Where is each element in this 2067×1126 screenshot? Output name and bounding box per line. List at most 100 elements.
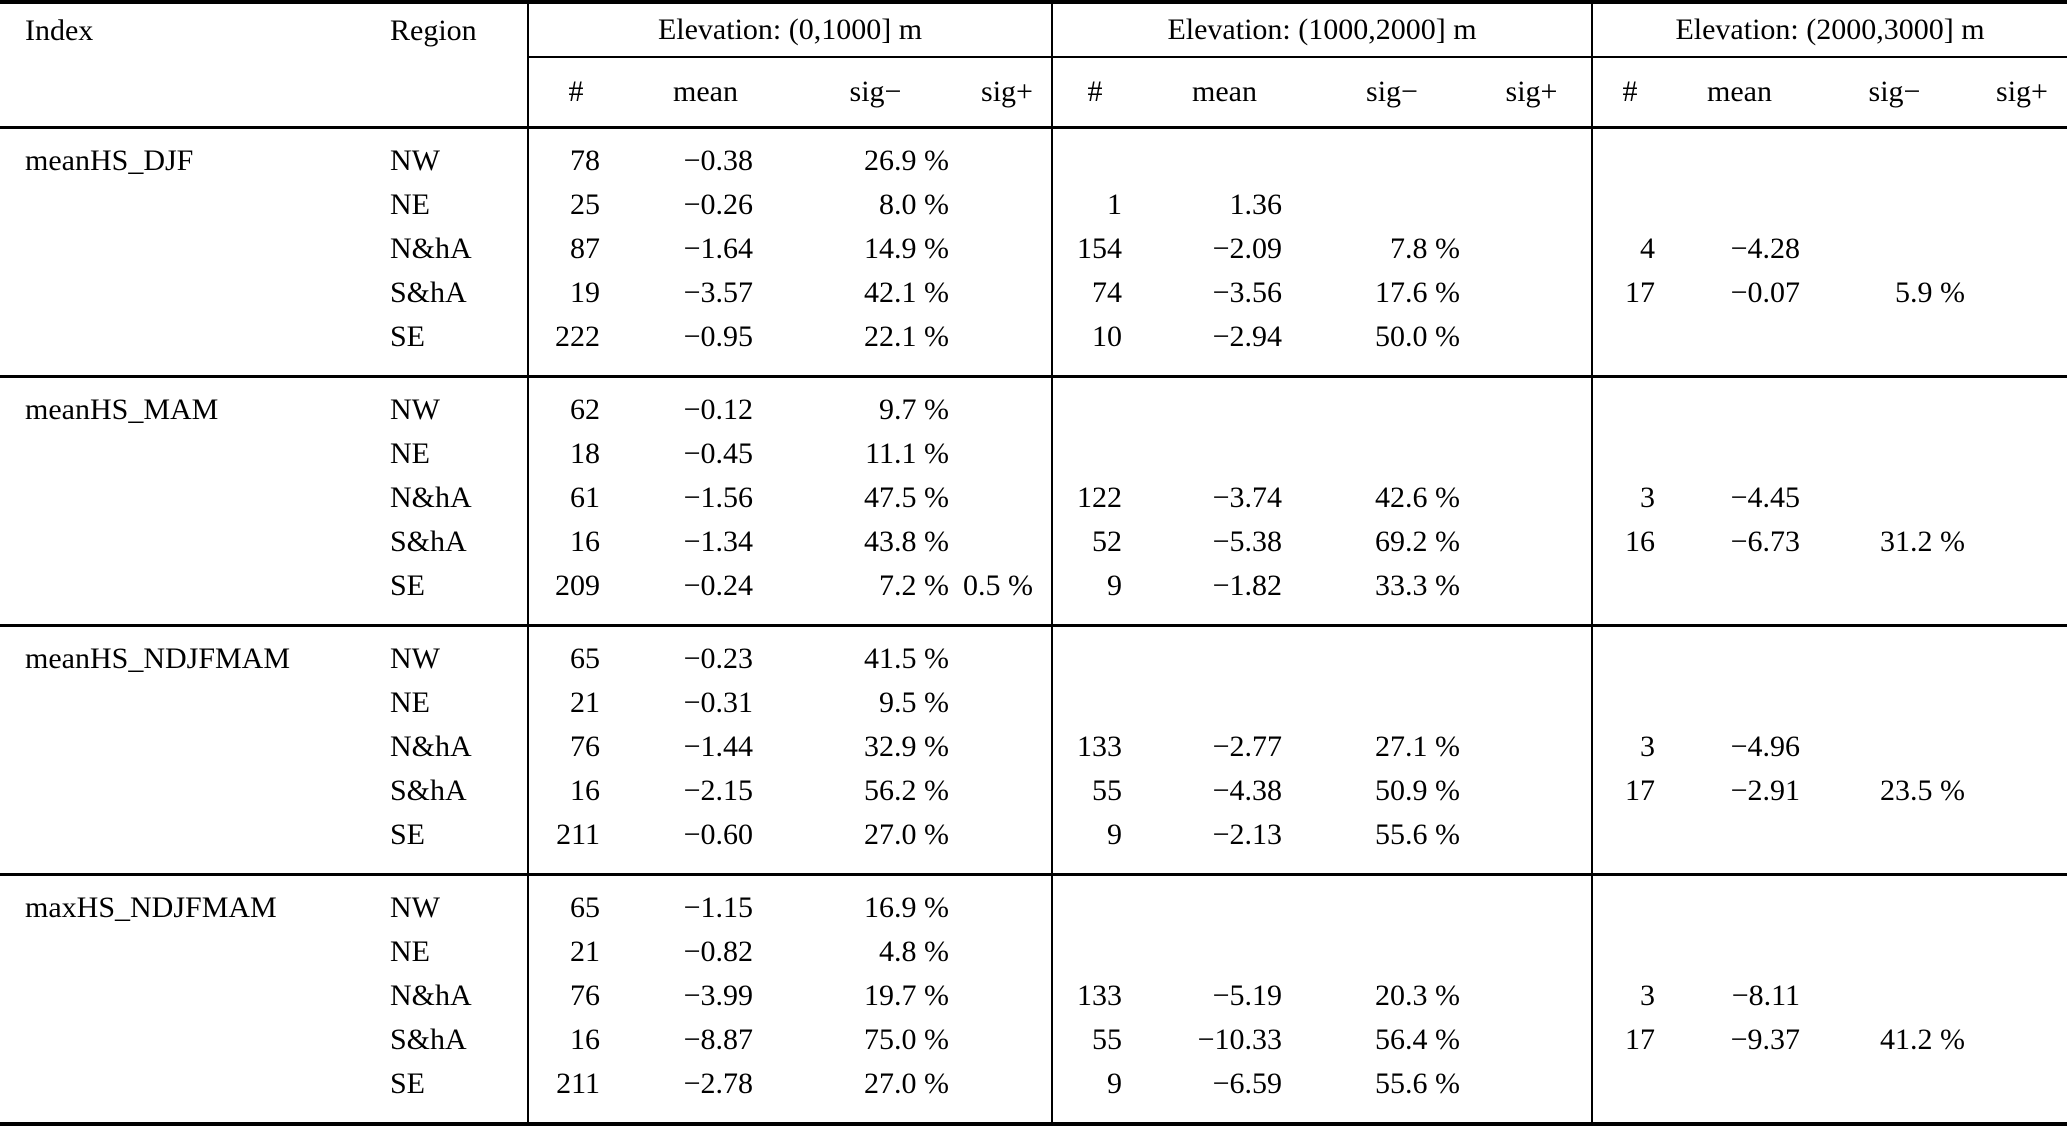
mean-cell: −0.82 [683,935,753,968]
sig-minus-cell: 41.2 % [1880,1023,1965,1056]
sig-minus-cell: 5.9 % [1895,276,1965,309]
mean-cell [1667,183,1812,227]
mean-cell: −0.95 [683,320,753,353]
count-cell: 25 [527,183,623,227]
mean-cell: −0.07 [1730,276,1800,309]
table-body: meanHS_DJF NW 78 −0.38 26.9 % NE 25 −0.26 8.0 % 1… [0,126,2067,1124]
table-row: SE 209 −0.24 7.2 % 0.5 % 9 −1.82 33.3 % [0,564,2067,626]
mean-cell [1667,432,1812,476]
col-header-sig-plus: sig+ [1472,57,1592,129]
sig-plus-cell [1472,315,1592,377]
mean-cell [1137,681,1312,725]
sig-plus-cell: 0.5 % [963,569,1033,602]
count-cell: 16 [527,520,623,564]
count-cell: 1 [1051,183,1137,227]
index-cell [0,520,368,564]
region-cell: N&hA [390,232,472,265]
mean-cell: −3.74 [1212,481,1282,514]
count-cell: 4 [1591,227,1667,271]
sig-plus-cell [1472,930,1592,974]
col-header-mean: mean [1667,57,1812,129]
col-header-elevation-band-1: Elevation: (0,1000] m [527,2,1052,58]
count-cell: 9 [1051,1062,1137,1124]
mean-cell: −4.38 [1212,774,1282,807]
region-cell: N&hA [390,979,472,1012]
mean-cell: −0.45 [683,437,753,470]
sig-plus-cell [963,1062,1052,1124]
sig-plus-cell [963,813,1052,875]
count-cell: 76 [527,974,623,1018]
sig-plus-cell [1472,1062,1592,1124]
sig-plus-cell [963,725,1052,769]
table-row: S&hA 19 −3.57 42.1 % 74 −3.56 17.6 % 17 −0.07 5.9… [0,271,2067,315]
count-cell: 55 [1051,1018,1137,1062]
sig-plus-cell [1977,315,2067,377]
sig-plus-cell [1977,769,2067,813]
mean-cell [1667,813,1812,875]
col-header-elevation-band-3: Elevation: (2000,3000] m [1591,2,2067,58]
index-cell [0,930,368,974]
sig-plus-cell [1472,375,1592,432]
mean-cell: −6.59 [1212,1067,1282,1100]
count-cell: 55 [1051,769,1137,813]
col-header-sig-minus: sig− [788,57,963,129]
index-cell: meanHS_NDJFMAM [0,624,368,681]
sig-minus-cell: 9.5 % [879,686,949,719]
sig-minus-cell: 20.3 % [1375,979,1460,1012]
region-cell: NW [368,873,528,930]
count-cell [1591,564,1667,626]
sig-plus-cell [963,1018,1052,1062]
mean-cell [1137,930,1312,974]
region-cell: NE [390,188,430,221]
mean-cell: −0.38 [623,126,788,183]
sig-plus-cell [1977,813,2067,875]
sig-plus-cell [1977,432,2067,476]
count-cell: 16 [527,769,623,813]
mean-cell: −3.56 [1212,276,1282,309]
index-cell [0,725,368,769]
sig-minus-cell [1812,725,1977,769]
mean-cell: −2.91 [1730,774,1800,807]
index-cell [0,564,368,626]
sig-minus-cell [1312,930,1472,974]
sig-minus-cell: 41.5 % [788,624,963,681]
sig-minus-cell [1312,873,1472,930]
mean-cell [1667,624,1812,681]
sig-minus-cell [1312,375,1472,432]
sig-minus-cell [1812,873,1977,930]
sig-plus-cell [1472,1018,1592,1062]
count-cell: 21 [527,681,623,725]
sig-minus-cell [1312,126,1472,183]
index-cell [0,432,368,476]
sig-plus-cell [1977,227,2067,271]
sig-minus-cell: 31.2 % [1880,525,1965,558]
sig-plus-cell [1472,769,1592,813]
count-cell [1591,315,1667,377]
sig-minus-cell: 69.2 % [1375,525,1460,558]
table-row: meanHS_MAM NW 62 −0.12 9.7 % [0,375,2067,432]
sig-plus-cell [963,432,1052,476]
count-cell: 19 [527,271,623,315]
table-row: meanHS_NDJFMAM NW 65 −0.23 41.5 % [0,624,2067,681]
index-cell [0,476,368,520]
col-header-mean: mean [623,57,788,129]
table-row: meanHS_DJF NW 78 −0.38 26.9 % [0,126,2067,183]
count-cell [1051,681,1137,725]
mean-cell: −1.82 [1212,569,1282,602]
mean-cell: −2.94 [1212,320,1282,353]
sig-minus-cell: 47.5 % [864,481,949,514]
sig-plus-cell [1977,974,2067,1018]
sig-plus-cell [1472,564,1592,626]
col-header-count: # [527,57,623,129]
mean-cell: −10.33 [1197,1023,1282,1056]
region-cell: NW [368,126,528,183]
sig-minus-cell: 17.6 % [1375,276,1460,309]
col-header-mean: mean [1137,57,1312,129]
count-cell: 52 [1051,520,1137,564]
header-spacer-region [368,57,528,129]
sig-minus-cell [1312,624,1472,681]
mean-cell: −4.45 [1730,481,1800,514]
sig-plus-cell [1977,564,2067,626]
sig-plus-cell [963,126,1052,183]
